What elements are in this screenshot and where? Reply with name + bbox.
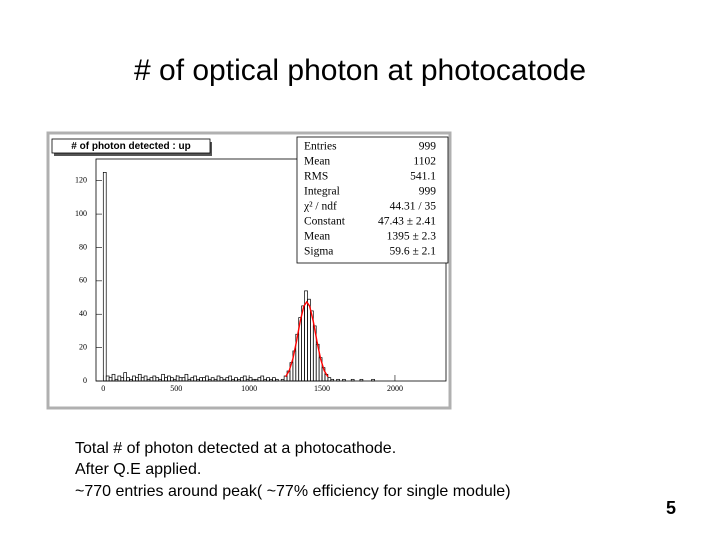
- hist-bar: [350, 378, 355, 382]
- y-tick-label: 40: [79, 309, 87, 318]
- hist-bar: [342, 378, 346, 382]
- x-tick-label: 500: [170, 384, 182, 393]
- stats-value: 999: [419, 186, 437, 198]
- plot: 0 20 40 60 80 100 120 0 500 1000 1500 2000: [75, 172, 403, 393]
- y-tick-label: 120: [75, 176, 87, 185]
- stats-value: 59.6 ± 2.1: [389, 246, 436, 258]
- hist-bar: [260, 375, 265, 382]
- y-tick-label: 20: [79, 342, 87, 351]
- stats-label: Integral: [304, 186, 340, 198]
- hist-bar: [330, 378, 335, 382]
- stats-value: 999: [419, 141, 437, 153]
- hist-bar: [228, 375, 232, 382]
- hist-bar: [123, 372, 127, 382]
- stats-value: 1395 ± 2.3: [387, 231, 437, 243]
- hist-bar: [111, 373, 116, 382]
- hist-bar: [193, 375, 197, 382]
- x-tick-label: 0: [101, 384, 105, 393]
- y-tick-label: 80: [79, 242, 87, 251]
- y-tick-label: 60: [79, 276, 87, 285]
- hist-bar: [242, 375, 247, 382]
- hist-bar: [102, 172, 107, 382]
- y-tick-label: 0: [83, 376, 87, 385]
- hist-title-box: [51, 138, 211, 154]
- page-number: 5: [666, 498, 676, 518]
- stats: Entries 999 Mean 1102 RMS 541.1 Integral 999 χ² …: [303, 141, 436, 258]
- hist-bar: [371, 378, 375, 382]
- hist-bar: [275, 378, 279, 382]
- stats-label: Sigma: [304, 246, 333, 258]
- hist-bar: [359, 378, 364, 382]
- slide-title: # of optical photon at photocatode: [134, 54, 586, 87]
- x-tick-label: 1500: [314, 384, 330, 393]
- note: ~770 entries around peak( ~77% efficienc…: [75, 483, 511, 500]
- hist-bar: [143, 375, 148, 382]
- x-tick-label: 1000: [241, 384, 257, 393]
- stats-label: RMS: [304, 171, 328, 183]
- stats-value: 1102: [413, 156, 436, 168]
- stats-label: Mean: [304, 156, 330, 168]
- hist-title: # of photon detected : up: [71, 141, 190, 152]
- note: Total # of photon detected at a photocat…: [75, 440, 396, 457]
- x-tick-label: 2000: [387, 384, 403, 393]
- hist-bar: [184, 373, 189, 382]
- stats-label: Entries: [304, 141, 337, 153]
- stats-label: χ² / ndf: [303, 201, 337, 213]
- hist-bar: [205, 375, 209, 382]
- stats-box: [296, 136, 449, 264]
- stats-value: 44.31 / 35: [390, 201, 437, 213]
- hist-bar: [336, 378, 340, 382]
- stats-label: Mean: [304, 231, 330, 243]
- fit-curve: [284, 300, 329, 378]
- stats-value: 541.1: [410, 171, 436, 183]
- note: After Q.E applied.: [75, 461, 201, 478]
- stats-value: 47.43 ± 2.41: [378, 216, 436, 228]
- y-tick-label: 100: [75, 209, 87, 218]
- stats-label: Constant: [304, 216, 346, 228]
